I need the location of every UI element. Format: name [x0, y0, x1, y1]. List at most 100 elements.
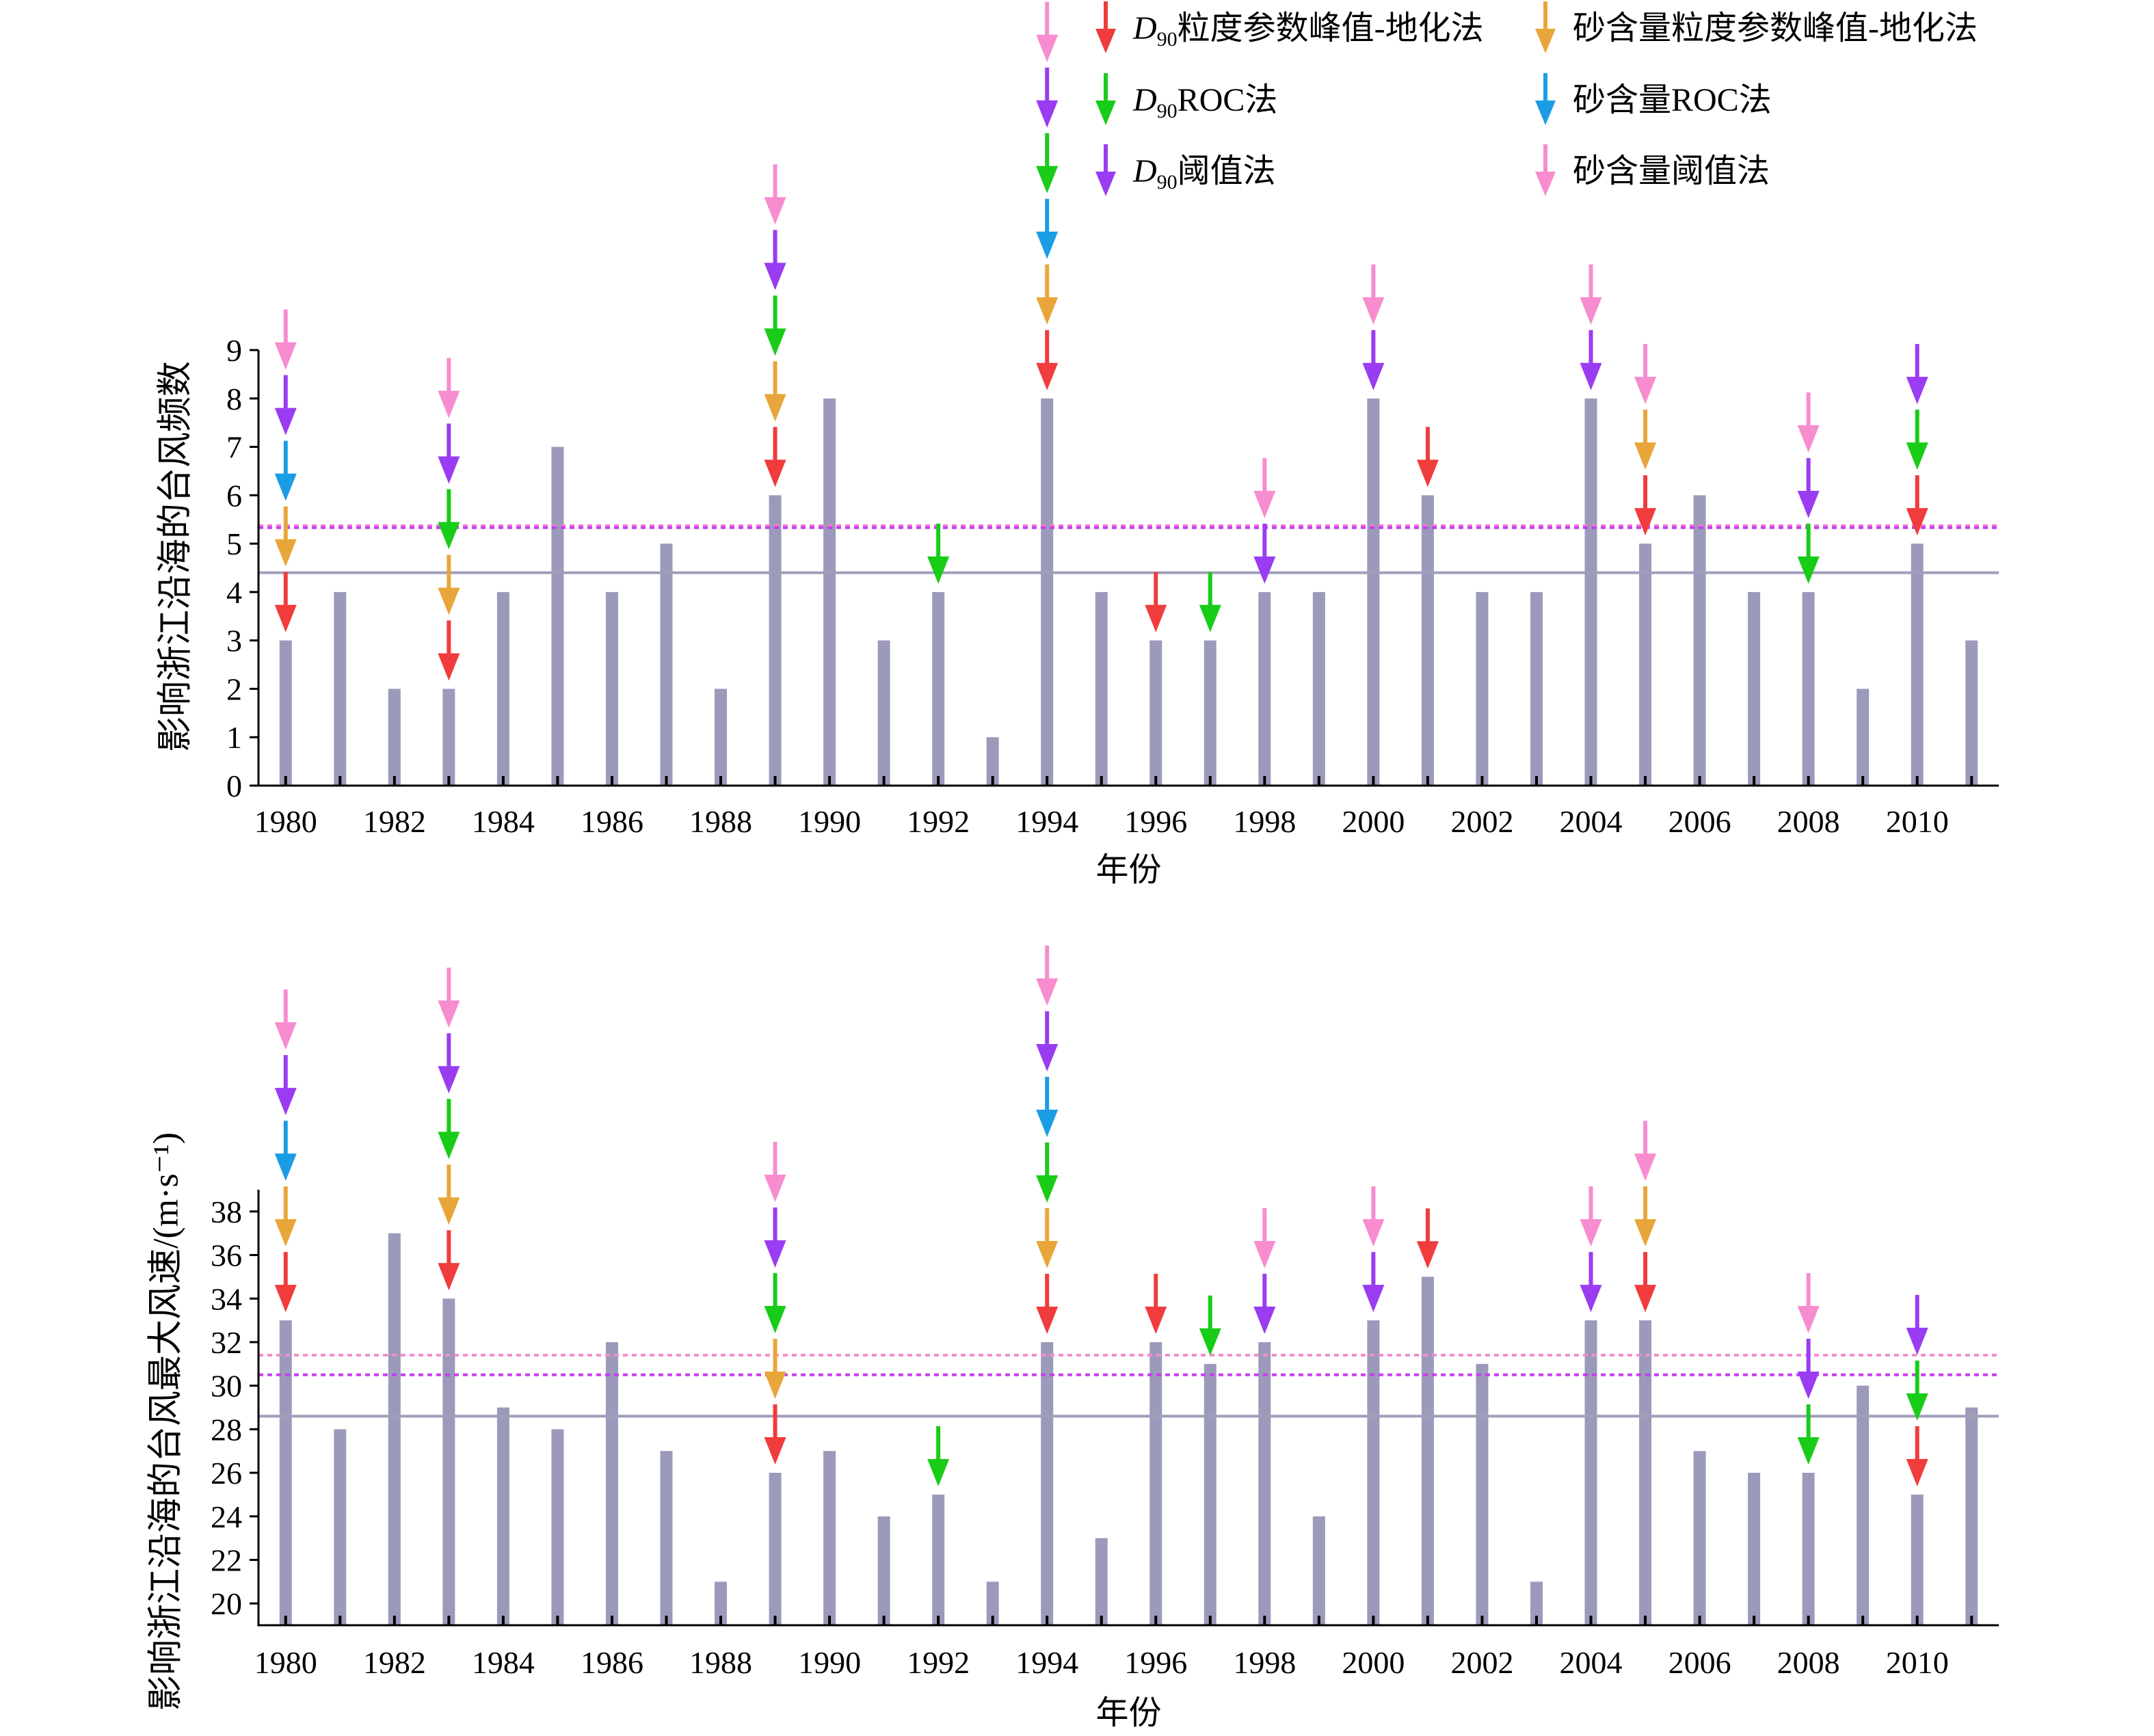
legend-item: D90阈值法: [1095, 144, 1276, 196]
marker-arrow-head: [1634, 508, 1657, 536]
legend-arrow-icon-head: [1535, 101, 1556, 125]
legend-label: D90阈值法: [1132, 153, 1276, 193]
marker-arrow: [1797, 1404, 1820, 1465]
bar: [496, 1407, 509, 1625]
marker-arrow-head: [1036, 100, 1059, 128]
marker-arrow: [1634, 1121, 1657, 1181]
marker-arrow-head: [1145, 1306, 1167, 1334]
marker-arrow-head: [1036, 297, 1059, 325]
marker-arrow: [1797, 523, 1820, 584]
marker-arrow-head: [274, 539, 297, 567]
y-tick-label: 34: [211, 1281, 242, 1316]
x-tick-label: 1988: [689, 804, 752, 839]
legend-arrow-icon-head: [1535, 29, 1556, 53]
marker-arrow: [927, 523, 950, 584]
x-tick-label: 2004: [1560, 804, 1623, 839]
x-tick-label: 2008: [1777, 1645, 1840, 1680]
x-tick-label: 1992: [907, 804, 970, 839]
x-axis-title: 年份: [1095, 1695, 1161, 1731]
bar: [1802, 1473, 1815, 1625]
bar: [1639, 544, 1652, 786]
legend-arrow-icon: [1535, 1, 1556, 53]
marker-arrow: [1036, 945, 1059, 1006]
legend-item: D90ROC法: [1095, 73, 1277, 125]
legend-label-italic: D: [1132, 153, 1157, 189]
marker-arrow-head: [1580, 362, 1602, 390]
marker-arrow-head: [1634, 442, 1657, 470]
marker-arrow-head: [1634, 377, 1657, 405]
marker-arrow-head: [764, 1372, 786, 1400]
marker-arrow: [1416, 427, 1439, 488]
y-tick-label: 36: [211, 1238, 242, 1273]
bar: [1312, 591, 1325, 786]
marker-arrow: [1362, 1252, 1385, 1313]
x-tick-label: 2006: [1668, 1645, 1731, 1680]
x-tick-label: 2010: [1886, 804, 1949, 839]
marker-arrow: [1036, 1011, 1059, 1071]
marker-arrow-head: [1580, 1219, 1602, 1247]
y-tick-label: 24: [211, 1499, 242, 1534]
bar: [1584, 398, 1597, 786]
legend-item: D90粒度参数峰值-地化法: [1095, 1, 1484, 53]
marker-arrow: [274, 1186, 297, 1247]
marker-arrow: [274, 572, 297, 632]
marker-arrow: [1906, 475, 1928, 536]
marker-arrow: [438, 620, 460, 681]
marker-arrow: [1036, 1273, 1059, 1334]
legend-arrow-icon: [1535, 73, 1556, 125]
legend-label: 砂含量阈值法: [1573, 153, 1770, 189]
marker-arrow-head: [1199, 1328, 1221, 1356]
legend-label-text: 砂含量粒度参数峰值-地化法: [1573, 10, 1978, 46]
y-tick-label: 4: [226, 575, 242, 610]
y-tick-label: 28: [211, 1412, 242, 1447]
bar: [986, 1581, 999, 1625]
x-tick-label: 1996: [1124, 1645, 1187, 1680]
marker-arrow: [1634, 344, 1657, 405]
bar: [1802, 591, 1815, 786]
x-tick-label: 2008: [1777, 804, 1840, 839]
bar: [496, 591, 509, 786]
bar: [986, 737, 999, 786]
y-tick-label: 5: [226, 526, 242, 561]
marker-arrow: [764, 427, 786, 488]
legend-label-text: 砂含量ROC法: [1573, 82, 1772, 118]
legend-arrow-icon: [1535, 144, 1556, 196]
legend-arrow-icon: [1095, 144, 1116, 196]
marker-arrow: [274, 506, 297, 567]
bar: [1748, 1473, 1761, 1625]
legend-label: 砂含量ROC法: [1573, 82, 1772, 118]
marker-arrow: [1036, 67, 1059, 128]
marker-arrow: [1906, 410, 1928, 470]
bar: [334, 591, 347, 786]
x-tick-label: 2000: [1342, 1645, 1405, 1680]
marker-arrow: [1036, 1, 1059, 62]
bar: [769, 495, 782, 786]
marker-arrow-head: [1580, 1285, 1602, 1313]
marker-arrow: [1580, 264, 1602, 325]
marker-arrow-head: [274, 408, 297, 436]
x-tick-label: 1982: [363, 804, 426, 839]
marker-arrow-head: [438, 653, 460, 681]
marker-arrow: [1036, 330, 1059, 390]
bar: [551, 1429, 564, 1625]
marker-arrow-head: [764, 1175, 786, 1203]
marker-arrow: [438, 358, 460, 418]
marker-arrow-head: [764, 1240, 786, 1268]
marker-arrow-head: [1797, 1306, 1820, 1334]
marker-arrow-head: [1036, 1109, 1059, 1137]
marker-arrow: [1580, 1186, 1602, 1247]
marker-arrow: [1634, 475, 1657, 536]
bar: [1204, 1363, 1216, 1625]
marker-arrow: [1797, 1339, 1820, 1400]
marker-arrow: [1145, 572, 1167, 632]
bar: [442, 1298, 455, 1625]
y-tick-label: 26: [211, 1456, 242, 1491]
bar: [279, 1320, 292, 1625]
marker-arrow: [1036, 1076, 1059, 1137]
marker-arrow-head: [438, 1000, 460, 1028]
marker-arrow-head: [1797, 1437, 1820, 1465]
marker-arrow: [764, 1339, 786, 1400]
legend-label: D90粒度参数峰值-地化法: [1132, 10, 1484, 51]
marker-arrow: [764, 164, 786, 225]
